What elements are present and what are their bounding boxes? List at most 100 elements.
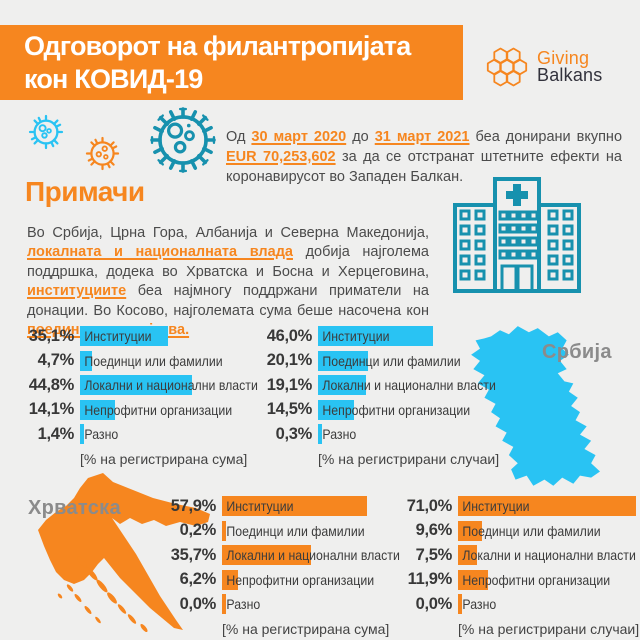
stat-footer: [% на регистрирана сума] — [80, 450, 248, 467]
hospital-icon — [453, 177, 581, 293]
stat-percent: 0,0% — [179, 594, 217, 613]
stat-percent: 0,0% — [415, 594, 453, 613]
hex-flower-icon — [486, 47, 528, 87]
stat-percent: 4,7% — [37, 351, 75, 370]
stat-footer: [% на регистрирани случаи] — [458, 620, 640, 637]
stat-bar — [80, 399, 116, 420]
stat-label: Институции — [84, 328, 152, 345]
stat-row: 14,5% Непрофитни организации — [246, 398, 520, 423]
stat-bar — [458, 569, 488, 590]
page-title: Одговорот на филантропијата кон КОВИД-19 — [0, 25, 463, 96]
stat-bar — [222, 496, 367, 517]
stat-bar-area: Поединци или фамилии — [458, 520, 620, 541]
stat-row: 1,4% Разно — [8, 422, 282, 447]
highlighted-text: институциите — [27, 283, 127, 299]
stat-percent: 9,6% — [415, 521, 453, 540]
stat-row: 7,5% Локални и национални власти — [386, 543, 640, 568]
stat-row: 19,1% Локални и национални власти — [246, 373, 520, 398]
stat-label: Поединци или фамилии — [322, 352, 461, 369]
virus-icon-cyan — [28, 114, 64, 150]
stat-bar-area: Поединци или фамилии — [222, 520, 384, 541]
stat-bar — [458, 520, 482, 541]
stat-row: 0,0% Разно — [386, 592, 640, 617]
stat-bar-area: Локални и национални власти — [80, 375, 282, 396]
title-banner: Одговорот на филантропијата кон КОВИД-19 — [0, 25, 463, 100]
stat-bar — [458, 496, 636, 517]
stat-bar-area: Непрофитни организации — [318, 399, 491, 420]
stat-label: Поединци или фамилии — [226, 522, 365, 539]
serbia-map — [471, 326, 600, 486]
stat-bar-area: Поединци или фамилии — [80, 350, 242, 371]
croatia-map — [38, 473, 210, 633]
stat-percent: 7,5% — [415, 545, 453, 564]
stat-bar — [80, 350, 92, 371]
stat-bar-area: Поединци или фамилии — [318, 350, 480, 371]
stat-bar — [80, 375, 192, 396]
stat-bar — [222, 594, 226, 615]
stat-bar — [458, 594, 462, 615]
stat-label: Поединци или фамилии — [84, 352, 223, 369]
stat-footer: [% на регистрирани случаи] — [318, 450, 500, 467]
stat-bar-area: Локални и национални власти — [318, 375, 520, 396]
text-segment: беа најмногу поддржани приматели на дона… — [27, 283, 429, 319]
stat-bar — [318, 326, 433, 347]
stat-label: Поединци или фамилии — [462, 522, 601, 539]
logo-word-giving: Giving — [537, 48, 590, 68]
highlighted-text: EUR 70,253,602 — [226, 148, 336, 165]
stat-label: Разно — [322, 426, 357, 443]
stat-row: 14,1% Непрофитни организации — [8, 398, 282, 423]
stat-percent: 11,9% — [407, 570, 453, 589]
stat-percent: 57,9% — [170, 496, 217, 515]
stat-percent: 0,3% — [275, 424, 313, 443]
text-segment: Во Србија, Црна Гора, Албанија и Северна… — [27, 224, 429, 241]
stat-label: Локални и национални власти — [462, 547, 636, 564]
text-segment: за да се отстранат штетните ефекти на ко… — [226, 148, 622, 185]
stat-bar-area: Непрофитни организации — [458, 569, 631, 590]
stat-percent: 6,2% — [179, 570, 217, 589]
text-segment: Од — [226, 128, 252, 145]
stat-bar-area: Локални и национални власти — [222, 545, 424, 566]
stat-row: 0,2% Поединци или фамилии — [150, 519, 424, 544]
stat-label: Разно — [84, 426, 119, 443]
stats-croatia-sum: 57,9% Институции 0,2% Поединци или фамилии 3… — [150, 494, 424, 637]
page-title-line2: кон КОВИД-19 — [24, 64, 203, 94]
stat-percent: 35,7% — [170, 545, 217, 564]
stat-percent: 14,1% — [28, 400, 75, 419]
stat-bar — [222, 545, 312, 566]
stat-label: Разно — [226, 596, 261, 613]
stat-row: 20,1% Поединци или фамилии — [246, 349, 520, 374]
stat-percent: 19,1% — [266, 375, 313, 394]
stat-bar-area: Институции — [80, 326, 168, 347]
stat-label: Непрофитни организации — [462, 571, 611, 588]
stat-label: Локални и национални власти — [84, 377, 258, 394]
stat-bar-area: Разно — [318, 424, 361, 445]
stat-row: 44,8% Локални и национални власти — [8, 373, 282, 398]
logo-word-balkans: Balkans — [537, 65, 603, 85]
stat-bar — [222, 569, 238, 590]
stat-bar — [318, 375, 366, 396]
text-segment: беа донирани вкупно — [469, 128, 623, 145]
stat-percent: 35,1% — [28, 326, 75, 345]
stat-row: 0,3% Разно — [246, 422, 520, 447]
stat-row: 35,1% Институции — [8, 324, 282, 349]
recipients-paragraph: Во Србија, Црна Гора, Албанија и Северна… — [27, 224, 429, 341]
stat-row: 11,9% Непрофитни организации — [386, 568, 640, 593]
stats-croatia-cases: 71,0% Институции 9,6% Поединци или фамилии 7… — [386, 494, 640, 637]
serbia-map-label: Србија — [542, 341, 612, 363]
page-title-line1: Одговорот на филантропијата — [24, 31, 411, 61]
stat-bar — [80, 326, 168, 347]
stat-row: 9,6% Поединци или фамилии — [386, 519, 640, 544]
stats-serbia-cases: 46,0% Институции 20,1% Поединци или фамилии… — [246, 324, 520, 467]
stat-percent: 44,8% — [28, 375, 75, 394]
croatia-map-label: Хрватска — [28, 497, 121, 519]
stat-label: Локални и национални власти — [226, 547, 400, 564]
stat-row: 35,7% Локални и национални власти — [150, 543, 424, 568]
stat-row: 4,7% Поединци или фамилии — [8, 349, 282, 374]
virus-icon-orange — [85, 136, 120, 171]
stat-bar — [318, 399, 355, 420]
stat-row: 57,9% Институции — [150, 494, 424, 519]
highlighted-text: 31 март 2021 — [374, 128, 470, 145]
highlighted-text: 30 март 2020 — [251, 128, 347, 145]
stat-label: Локални и национални власти — [322, 377, 496, 394]
